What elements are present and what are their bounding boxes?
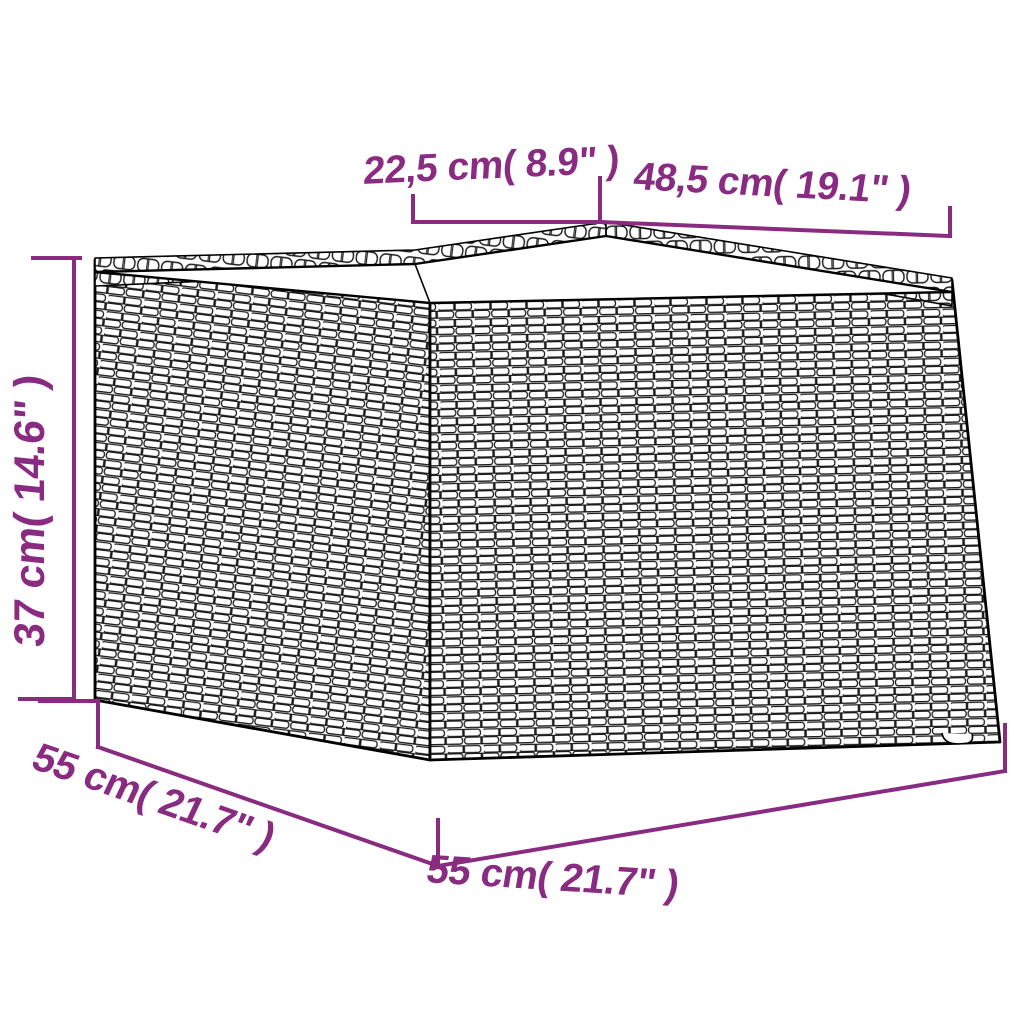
svg-text:37 cm( 14.6" ): 37 cm( 14.6" ) — [6, 373, 54, 650]
